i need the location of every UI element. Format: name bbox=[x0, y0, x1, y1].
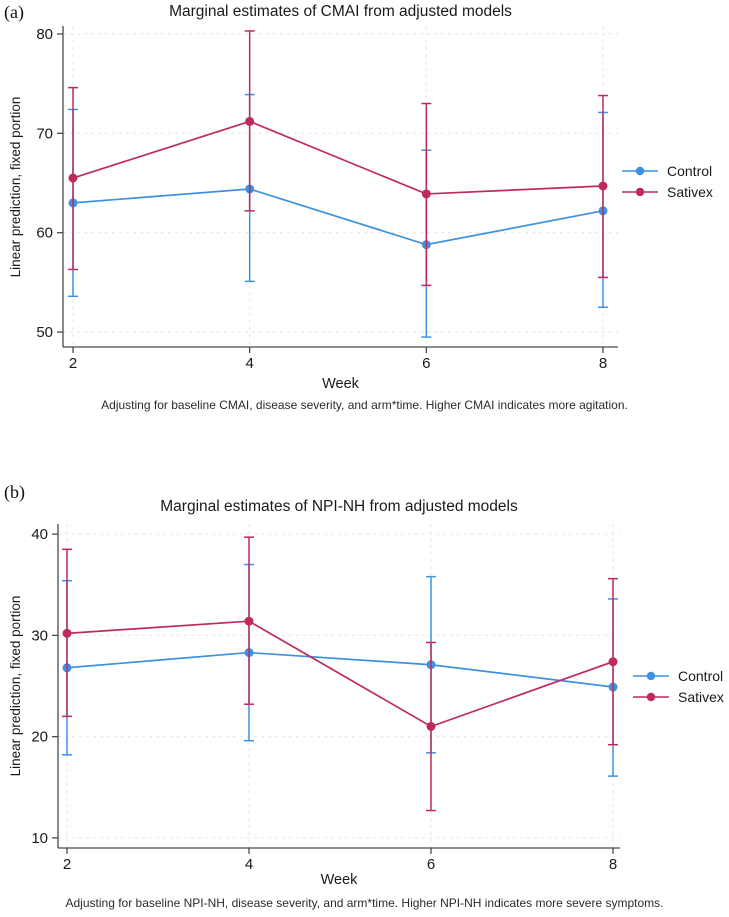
svg-text:2: 2 bbox=[69, 355, 77, 372]
legend-item-control: Control bbox=[632, 668, 724, 684]
chart-a-footnote: Adjusting for baseline CMAI, disease sev… bbox=[101, 398, 628, 412]
legend-item-sativex: Sativex bbox=[621, 184, 713, 200]
legend-label-sativex: Sativex bbox=[678, 689, 724, 705]
control-series bbox=[68, 93, 608, 338]
svg-text:2: 2 bbox=[63, 856, 71, 873]
chart-a-x-axis-label: Week bbox=[322, 376, 359, 392]
npi-nh-chart: 10 20 30 40 2 4 6 8 bbox=[31, 524, 620, 873]
svg-text:6: 6 bbox=[427, 856, 435, 873]
svg-text:8: 8 bbox=[599, 355, 607, 372]
svg-text:8: 8 bbox=[609, 856, 617, 873]
legend-label-control: Control bbox=[667, 163, 713, 179]
control-line-marker-icon bbox=[622, 166, 658, 176]
legend-label-sativex: Sativex bbox=[667, 184, 713, 200]
sativex-series bbox=[68, 30, 608, 287]
svg-text:60: 60 bbox=[36, 225, 53, 242]
chart-a-title: Marginal estimates of CMAI from adjusted… bbox=[169, 3, 512, 20]
svg-text:30: 30 bbox=[31, 627, 48, 644]
legend-item-control: Control bbox=[621, 163, 713, 179]
panel-b: 10 20 30 40 2 4 6 8 (b) Marginal estimates of N… bbox=[0, 458, 729, 917]
svg-text:70: 70 bbox=[36, 125, 53, 142]
control-line-marker-icon bbox=[633, 671, 669, 681]
panel-a-label: (a) bbox=[4, 2, 24, 22]
legend-item-sativex: Sativex bbox=[632, 689, 724, 705]
panel-b-label: (b) bbox=[4, 482, 25, 502]
legend-label-control: Control bbox=[678, 668, 724, 684]
chart-b-legend: Control Sativex bbox=[632, 668, 724, 705]
svg-text:80: 80 bbox=[36, 26, 53, 43]
panel-a: 50 60 70 80 2 4 6 8 (a) Marginal estimates of C… bbox=[0, 0, 729, 458]
chart-b-x-axis-label: Week bbox=[320, 872, 358, 888]
svg-text:4: 4 bbox=[245, 856, 253, 873]
svg-text:10: 10 bbox=[31, 830, 48, 847]
svg-text:6: 6 bbox=[422, 355, 430, 372]
sativex-line-marker-icon bbox=[622, 187, 658, 197]
chart-b-title: Marginal estimates of NPI-NH from adjust… bbox=[160, 498, 518, 515]
svg-text:4: 4 bbox=[245, 355, 253, 372]
chart-a-legend: Control Sativex bbox=[621, 163, 713, 200]
cmai-chart: 50 60 70 80 2 4 6 8 bbox=[36, 26, 618, 372]
svg-text:20: 20 bbox=[31, 729, 48, 746]
control-series bbox=[62, 563, 618, 777]
chart-b-footnote: Adjusting for baseline NPI-NH, disease s… bbox=[65, 896, 664, 910]
chart-b-y-axis-label: Linear prediction, fixed portion bbox=[8, 595, 23, 777]
sativex-series bbox=[62, 536, 618, 812]
svg-text:40: 40 bbox=[31, 526, 48, 543]
chart-a-y-axis-label: Linear prediction, fixed portion bbox=[8, 96, 23, 278]
sativex-line-marker-icon bbox=[633, 692, 669, 702]
svg-text:50: 50 bbox=[36, 324, 53, 341]
